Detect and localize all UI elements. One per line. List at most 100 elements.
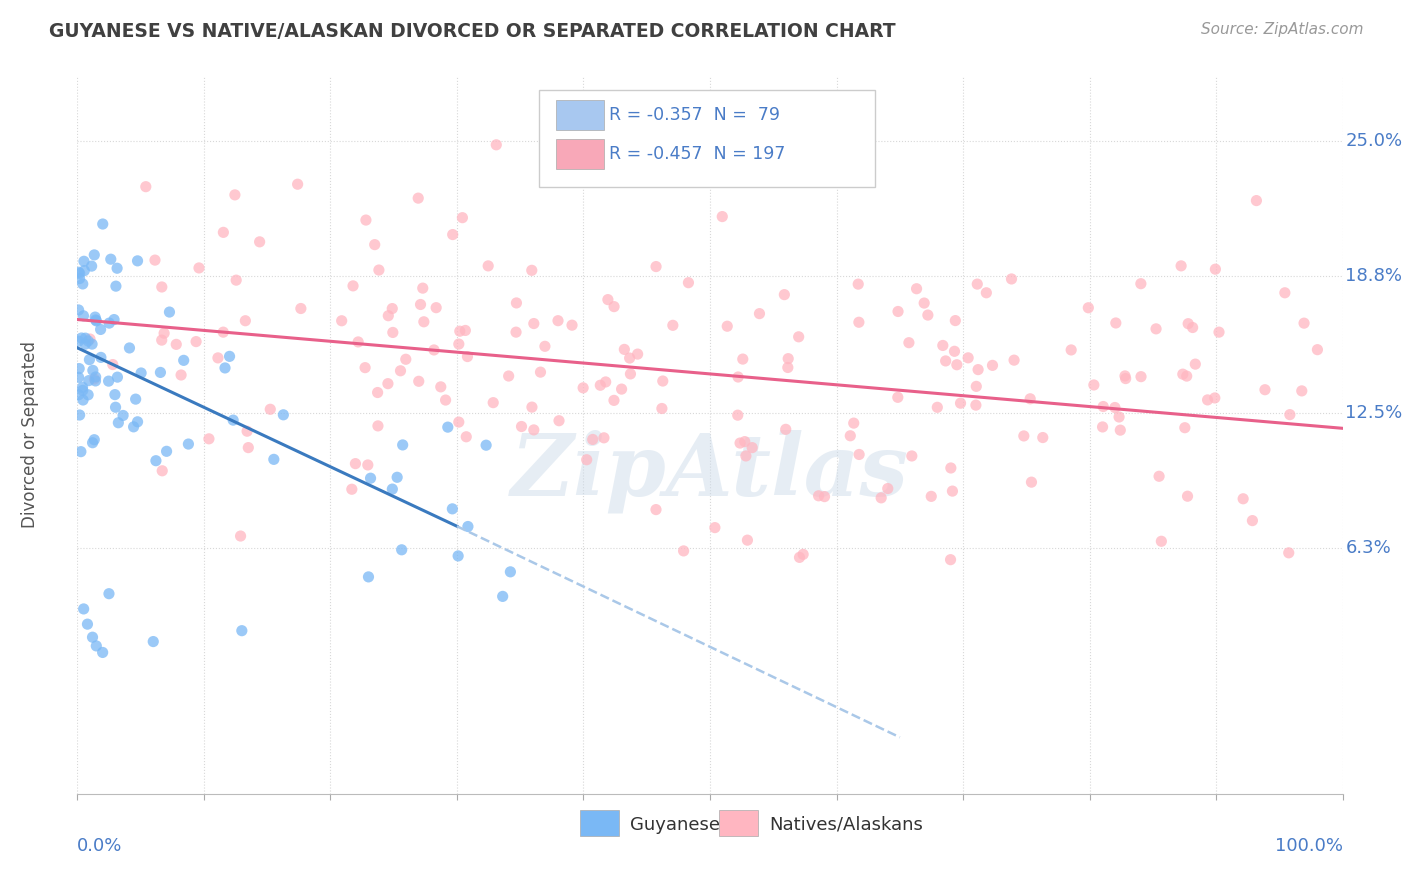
Point <box>454 323 477 337</box>
Point <box>357 570 380 584</box>
Point <box>436 420 458 434</box>
Point <box>104 401 127 415</box>
Point <box>212 225 235 239</box>
Point <box>1274 285 1296 300</box>
Point <box>104 387 127 401</box>
Point <box>789 550 811 565</box>
Point <box>67 303 90 318</box>
Point <box>1060 343 1083 357</box>
Point <box>118 341 141 355</box>
Point <box>523 423 546 437</box>
Point <box>381 301 404 316</box>
Point <box>377 309 399 323</box>
Point <box>520 263 543 277</box>
Point <box>792 547 814 561</box>
Point <box>360 471 382 485</box>
Point <box>927 401 949 415</box>
Point <box>84 313 107 327</box>
Point <box>212 325 235 339</box>
Point <box>101 358 124 372</box>
Point <box>1077 301 1099 315</box>
Point <box>529 365 551 379</box>
Point <box>150 333 173 347</box>
Point <box>224 187 246 202</box>
Point <box>225 273 247 287</box>
Point <box>381 482 404 496</box>
Point <box>1019 392 1042 406</box>
Point <box>70 331 93 345</box>
Point <box>86 314 108 328</box>
Point <box>330 314 353 328</box>
Point <box>935 354 957 368</box>
Point <box>1114 368 1136 383</box>
Point <box>703 520 725 534</box>
Text: 100.0%: 100.0% <box>1275 837 1343 855</box>
Point <box>1177 317 1199 331</box>
Point <box>848 315 870 329</box>
Point <box>90 351 112 365</box>
Text: 12.5%: 12.5% <box>1346 404 1403 422</box>
Point <box>105 261 128 276</box>
Point <box>457 519 479 533</box>
Point <box>107 416 129 430</box>
FancyBboxPatch shape <box>718 810 758 836</box>
Point <box>1174 420 1197 434</box>
Point <box>249 235 271 249</box>
Point <box>170 368 193 382</box>
Point <box>135 179 157 194</box>
FancyBboxPatch shape <box>540 90 875 187</box>
Point <box>949 396 972 410</box>
Point <box>651 401 673 416</box>
Point <box>385 470 408 484</box>
Point <box>1204 391 1226 405</box>
Point <box>1208 325 1230 339</box>
Point <box>1170 259 1192 273</box>
Point <box>839 429 862 443</box>
Point <box>77 334 100 348</box>
Point <box>482 395 505 409</box>
Point <box>429 380 451 394</box>
Point <box>887 390 910 404</box>
Point <box>153 326 176 341</box>
Point <box>423 343 446 357</box>
Point <box>1246 194 1268 208</box>
Point <box>645 260 668 274</box>
Point <box>1204 262 1226 277</box>
Point <box>173 353 195 368</box>
Point <box>207 351 229 365</box>
Point <box>595 375 617 389</box>
Point <box>441 227 464 242</box>
Point <box>344 457 367 471</box>
Point <box>737 533 759 548</box>
Point <box>1241 514 1264 528</box>
Point <box>1130 369 1153 384</box>
Point <box>485 137 508 152</box>
Point <box>1002 353 1025 368</box>
Point <box>1109 423 1132 437</box>
Point <box>72 384 94 398</box>
Point <box>177 437 200 451</box>
Point <box>409 297 432 311</box>
Point <box>870 491 893 505</box>
Point <box>222 413 245 427</box>
Point <box>520 400 543 414</box>
Point <box>813 490 835 504</box>
Text: 18.8%: 18.8% <box>1346 267 1402 285</box>
Point <box>80 259 103 273</box>
Point <box>582 433 605 447</box>
Point <box>90 322 112 336</box>
Point <box>946 358 969 372</box>
Point <box>505 296 527 310</box>
Point <box>184 334 207 349</box>
Point <box>84 370 107 384</box>
Point <box>1291 384 1313 398</box>
Point <box>603 393 626 408</box>
Point <box>711 210 734 224</box>
Point <box>939 461 962 475</box>
Point <box>214 360 236 375</box>
Point <box>395 352 418 367</box>
Point <box>572 381 595 395</box>
Point <box>91 645 114 659</box>
Point <box>408 374 430 388</box>
Point <box>846 277 869 292</box>
